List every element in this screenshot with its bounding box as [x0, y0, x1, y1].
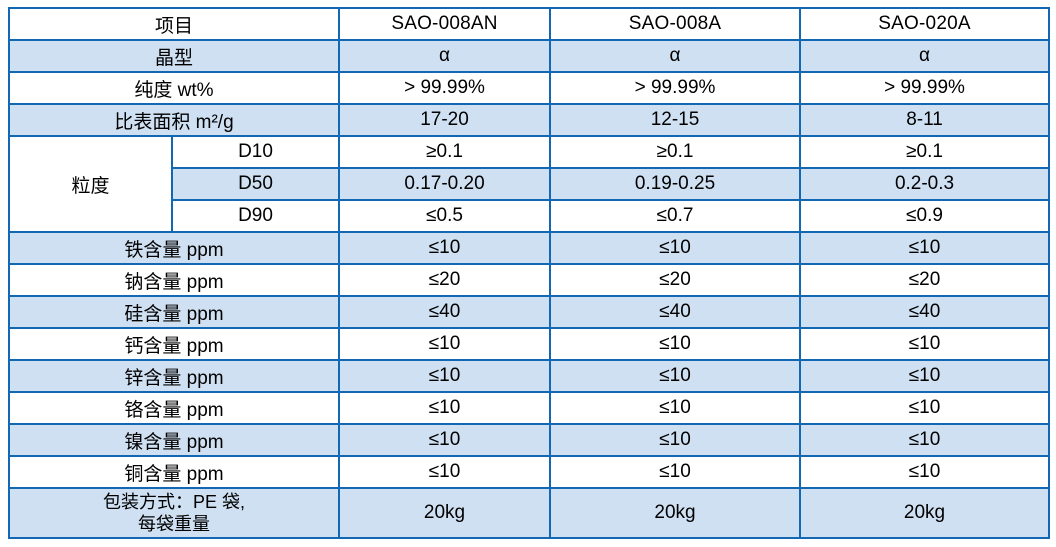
- cell-value: ≤10: [549, 359, 802, 393]
- header-product-sao020a: SAO-020A: [799, 7, 1051, 41]
- header-item-cell: 项目: [7, 7, 341, 41]
- row-label: 晶型: [7, 39, 341, 73]
- cell-value: 0.17-0.20: [338, 167, 552, 201]
- table-row-sodium: 钠含量 ppm ≤20 ≤20 ≤20: [7, 263, 1051, 297]
- cell-value: ≤10: [799, 359, 1051, 393]
- particle-size-group-label: 粒度: [8, 135, 173, 233]
- packaging-label-line2: 每袋重量: [138, 514, 210, 534]
- cell-value: 12-15: [549, 103, 802, 137]
- row-label: 镍含量 ppm: [7, 423, 341, 457]
- table-row-crystal-form: 晶型 α α α: [7, 39, 1051, 73]
- header-product-sao008an: SAO-008AN: [338, 7, 552, 41]
- cell-value: 0.19-0.25: [549, 167, 802, 201]
- cell-value: 20kg: [338, 487, 552, 539]
- table-row-nickel: 镍含量 ppm ≤10 ≤10 ≤10: [7, 423, 1051, 457]
- cell-value: α: [549, 39, 802, 73]
- cell-value: 20kg: [799, 487, 1051, 539]
- cell-value: ≤40: [799, 295, 1051, 329]
- cell-value: ≤10: [549, 455, 802, 489]
- row-label: 铜含量 ppm: [7, 455, 341, 489]
- table-row-d10: 粒度 D10 ≥0.1 ≥0.1 ≥0.1: [8, 135, 1051, 233]
- row-label: 锌含量 ppm: [7, 359, 341, 393]
- table-row-d50: D50 0.17-0.20 0.19-0.25 0.2-0.3: [9, 167, 1051, 201]
- cell-value: 20kg: [549, 487, 802, 539]
- cell-value: > 99.99%: [338, 71, 552, 105]
- cell-value: ≤0.9: [799, 199, 1051, 233]
- cell-value: ≤10: [799, 391, 1051, 425]
- cell-value: ≥0.1: [549, 135, 802, 169]
- packaging-label-line1: 包装方式：PE 袋,: [103, 491, 246, 512]
- cell-value: ≤10: [799, 231, 1051, 265]
- sub-row-label: D10: [170, 135, 341, 169]
- row-label: 比表面积 m²/g: [7, 103, 341, 137]
- table-row-surface-area: 比表面积 m²/g 17-20 12-15 8-11: [7, 103, 1051, 137]
- table-row-d90: D90 ≤0.5 ≤0.7 ≤0.9: [9, 199, 1051, 233]
- cell-value: ≥0.1: [338, 135, 552, 169]
- cell-value: ≤0.7: [549, 199, 802, 233]
- row-label: 钠含量 ppm: [7, 263, 341, 297]
- row-label: 纯度 wt%: [7, 71, 341, 105]
- cell-value: ≤10: [799, 327, 1051, 361]
- cell-value: ≤10: [338, 455, 552, 489]
- row-label: 钙含量 ppm: [7, 327, 341, 361]
- header-product-sao008a: SAO-008A: [549, 7, 802, 41]
- row-label: 铁含量 ppm: [7, 231, 341, 265]
- cell-value: ≤40: [338, 295, 552, 329]
- cell-value: ≥0.1: [799, 135, 1051, 169]
- table-row-iron: 铁含量 ppm ≤10 ≤10 ≤10: [7, 231, 1051, 265]
- cell-value: > 99.99%: [549, 71, 802, 105]
- header-row: 项目 SAO-008AN SAO-008A SAO-020A: [7, 7, 1051, 41]
- table-row-packaging: 包装方式：PE 袋, 每袋重量 20kg 20kg 20kg: [7, 487, 1051, 539]
- cell-value: ≤10: [338, 391, 552, 425]
- cell-value: α: [799, 39, 1051, 73]
- table-row-zinc: 锌含量 ppm ≤10 ≤10 ≤10: [7, 359, 1051, 393]
- row-label: 硅含量 ppm: [7, 295, 341, 329]
- sub-row-label: D50: [170, 167, 341, 201]
- cell-value: ≤20: [799, 263, 1051, 297]
- cell-value: 17-20: [338, 103, 552, 137]
- cell-value: ≤10: [549, 423, 802, 457]
- table-row-copper: 铜含量 ppm ≤10 ≤10 ≤10: [7, 455, 1051, 489]
- cell-value: ≤10: [338, 359, 552, 393]
- cell-value: ≤10: [549, 231, 802, 265]
- cell-value: ≤10: [799, 423, 1051, 457]
- table-row-calcium: 钙含量 ppm ≤10 ≤10 ≤10: [7, 327, 1051, 361]
- table-row-silicon: 硅含量 ppm ≤40 ≤40 ≤40: [7, 295, 1051, 329]
- row-label: 铬含量 ppm: [7, 391, 341, 425]
- product-spec-table: 项目 SAO-008AN SAO-008A SAO-020A 晶型 α α α …: [7, 7, 1051, 539]
- cell-value: ≤10: [338, 231, 552, 265]
- cell-value: ≤20: [549, 263, 802, 297]
- cell-value: ≤0.5: [338, 199, 552, 233]
- sub-row-label: D90: [170, 199, 341, 233]
- table-row-chromium: 铬含量 ppm ≤10 ≤10 ≤10: [7, 391, 1051, 425]
- cell-value: ≤10: [338, 327, 552, 361]
- cell-value: ≤10: [799, 455, 1051, 489]
- cell-value: ≤10: [549, 327, 802, 361]
- cell-value: > 99.99%: [799, 71, 1051, 105]
- cell-value: ≤10: [549, 391, 802, 425]
- packaging-label-cell: 包装方式：PE 袋, 每袋重量: [7, 487, 341, 539]
- cell-value: ≤40: [549, 295, 802, 329]
- cell-value: ≤20: [338, 263, 552, 297]
- table-row-purity: 纯度 wt% > 99.99% > 99.99% > 99.99%: [7, 71, 1051, 105]
- cell-value: ≤10: [338, 423, 552, 457]
- cell-value: 0.2-0.3: [799, 167, 1051, 201]
- cell-value: 8-11: [799, 103, 1051, 137]
- cell-value: α: [338, 39, 552, 73]
